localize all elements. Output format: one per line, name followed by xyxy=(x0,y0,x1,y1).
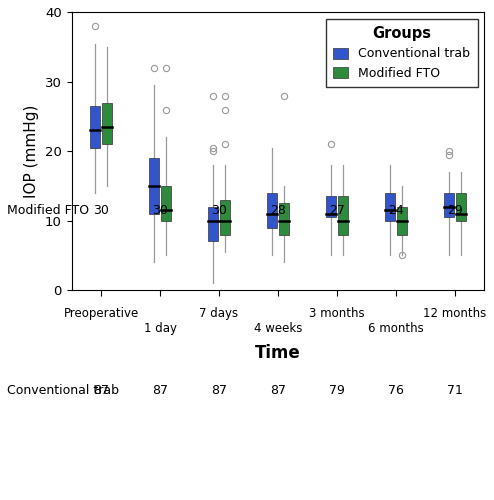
Text: 76: 76 xyxy=(388,384,404,396)
Bar xyxy=(338,196,348,234)
Legend: Conventional trab, Modified FTO: Conventional trab, Modified FTO xyxy=(326,18,478,87)
Text: Preoperative: Preoperative xyxy=(63,306,139,320)
Bar xyxy=(279,204,289,234)
Text: 24: 24 xyxy=(388,204,404,216)
Bar xyxy=(102,102,112,144)
Text: 1 day: 1 day xyxy=(144,322,176,335)
Bar xyxy=(385,193,395,220)
Text: 3 months: 3 months xyxy=(309,306,365,320)
Bar xyxy=(397,207,407,234)
Bar xyxy=(208,207,218,242)
Bar xyxy=(149,158,159,214)
Bar xyxy=(220,200,230,234)
Bar xyxy=(455,193,466,220)
Text: 79: 79 xyxy=(329,384,345,396)
Bar xyxy=(161,186,171,220)
Text: 12 months: 12 months xyxy=(423,306,486,320)
Text: 87: 87 xyxy=(93,384,109,396)
Text: 87: 87 xyxy=(270,384,286,396)
Text: 28: 28 xyxy=(270,204,286,216)
Text: 30: 30 xyxy=(152,204,168,216)
Text: Conventional trab: Conventional trab xyxy=(7,384,120,396)
Text: 27: 27 xyxy=(329,204,345,216)
Text: 29: 29 xyxy=(447,204,462,216)
Text: Modified FTO: Modified FTO xyxy=(7,204,89,216)
Bar xyxy=(267,193,277,228)
Bar xyxy=(326,196,336,217)
Text: 71: 71 xyxy=(447,384,462,396)
Bar xyxy=(444,193,453,217)
Text: 30: 30 xyxy=(211,204,227,216)
Text: Time: Time xyxy=(255,344,301,362)
Text: 30: 30 xyxy=(93,204,109,216)
Text: 4 weeks: 4 weeks xyxy=(254,322,302,335)
Y-axis label: IOP (mmHg): IOP (mmHg) xyxy=(25,104,40,198)
Bar xyxy=(90,106,100,148)
Text: 6 months: 6 months xyxy=(368,322,423,335)
Text: 87: 87 xyxy=(211,384,227,396)
Text: 7 days: 7 days xyxy=(200,306,239,320)
Text: 87: 87 xyxy=(152,384,168,396)
